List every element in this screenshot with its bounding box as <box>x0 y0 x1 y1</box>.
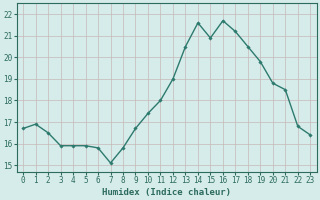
X-axis label: Humidex (Indice chaleur): Humidex (Indice chaleur) <box>102 188 231 197</box>
